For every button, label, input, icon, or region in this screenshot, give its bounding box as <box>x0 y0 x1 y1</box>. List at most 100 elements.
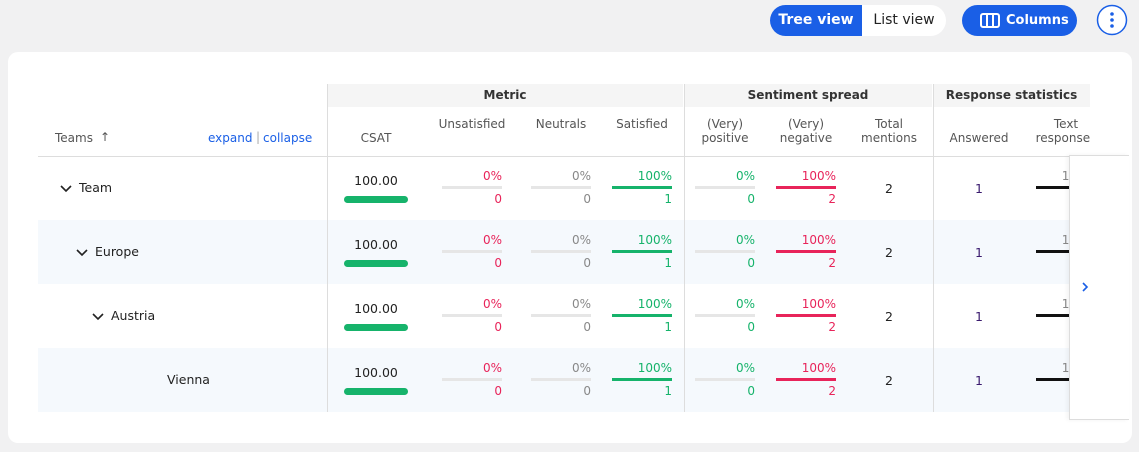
bar-track <box>531 186 591 189</box>
count: 0 <box>747 384 755 398</box>
count: 0 <box>494 384 502 398</box>
column-header: Total mentions <box>861 117 917 145</box>
bar <box>612 378 672 381</box>
percent: 0% <box>571 169 591 183</box>
count: 0 <box>583 256 591 270</box>
percent: 0% <box>735 233 755 247</box>
count: 0 <box>494 256 502 270</box>
column-header: Text responses <box>1035 117 1090 145</box>
csat-value: 100.00 <box>354 173 398 188</box>
count: 0 <box>747 192 755 206</box>
count: 1 <box>664 192 672 206</box>
answered: 1 <box>975 309 983 324</box>
expand-chevron[interactable] <box>76 246 88 257</box>
column-divider <box>933 84 934 412</box>
percent: 0% <box>571 361 591 375</box>
bar <box>776 250 836 253</box>
columns-icon <box>980 13 1000 28</box>
count: 2 <box>828 256 836 270</box>
bar-track <box>442 378 502 381</box>
bar-track <box>531 378 591 381</box>
separator: | <box>256 130 261 144</box>
bar-track <box>695 186 755 189</box>
columns-button[interactable]: Columns <box>962 5 1077 36</box>
collapse-link[interactable]: collapse <box>263 131 313 145</box>
csat-value: 100.00 <box>354 365 398 380</box>
percent: 0% <box>482 169 502 183</box>
csat-bar <box>344 388 408 395</box>
columns-label: Columns <box>1006 13 1069 28</box>
team-name: Team <box>79 180 113 195</box>
bar-track <box>695 378 755 381</box>
column-header: Answered <box>949 131 1009 145</box>
percent: 0% <box>482 361 502 375</box>
csat-value: 100.00 <box>354 237 398 252</box>
column-header: Neutrals <box>535 117 587 131</box>
scroll-right-panel[interactable] <box>1069 155 1129 420</box>
count: 0 <box>494 320 502 334</box>
header-divider <box>38 156 1090 157</box>
count: 0 <box>494 192 502 206</box>
answered: 1 <box>975 181 983 196</box>
team-name: Vienna <box>167 372 210 387</box>
group-header: Sentiment spread <box>684 84 932 107</box>
bar <box>1036 250 1090 253</box>
csat-bar <box>344 324 408 331</box>
total-mentions: 2 <box>885 309 893 324</box>
team-name: Europe <box>95 244 139 259</box>
percent: 0% <box>735 361 755 375</box>
count: 2 <box>828 320 836 334</box>
group-header: Response statistics <box>933 84 1090 107</box>
expand-chevron[interactable] <box>92 310 104 321</box>
count: 0 <box>747 256 755 270</box>
bar-track <box>695 314 755 317</box>
bar-track <box>442 314 502 317</box>
tree-view-button[interactable]: Tree view <box>770 5 862 36</box>
percent: 0% <box>482 233 502 247</box>
bar <box>776 314 836 317</box>
bar <box>612 186 672 189</box>
bar-track <box>442 250 502 253</box>
sort-arrow: ↑ <box>100 130 111 144</box>
bar <box>1036 378 1090 381</box>
column-header: Satisfied <box>616 117 668 131</box>
percent: 0% <box>735 169 755 183</box>
teams-header: Teams <box>55 131 93 145</box>
csat-bar <box>344 260 408 267</box>
list-view-button[interactable]: List view <box>873 12 935 28</box>
count: 0 <box>747 320 755 334</box>
bar-track <box>531 250 591 253</box>
percent: 100% <box>801 233 836 247</box>
bar-track <box>531 314 591 317</box>
count: 2 <box>828 384 836 398</box>
bar <box>776 378 836 381</box>
count: 0 <box>583 320 591 334</box>
count: 1 <box>664 320 672 334</box>
percent: 0% <box>735 297 755 311</box>
percent: 100% <box>801 361 836 375</box>
bar <box>1036 186 1090 189</box>
more-button[interactable] <box>1096 4 1128 36</box>
percent: 0% <box>571 233 591 247</box>
bar-track <box>695 250 755 253</box>
column-header: (Very) negative <box>779 117 833 145</box>
table: Metric Sentiment spread Response statistic… <box>38 84 1090 414</box>
group-header: Metric <box>327 84 683 107</box>
bar <box>776 186 836 189</box>
count: 0 <box>583 384 591 398</box>
expand-chevron[interactable] <box>60 182 72 193</box>
bar <box>1036 314 1090 317</box>
total-mentions: 2 <box>885 373 893 388</box>
team-name: Austria <box>111 308 156 323</box>
count: 1 <box>664 384 672 398</box>
total-mentions: 2 <box>885 245 893 260</box>
percent: 100% <box>801 169 836 183</box>
count: 1 <box>664 256 672 270</box>
bar <box>612 314 672 317</box>
csat-value: 100.00 <box>354 301 398 316</box>
expand-link[interactable]: expand <box>208 131 253 145</box>
column-divider <box>684 84 685 412</box>
answered: 1 <box>975 373 983 388</box>
percent: 0% <box>482 297 502 311</box>
